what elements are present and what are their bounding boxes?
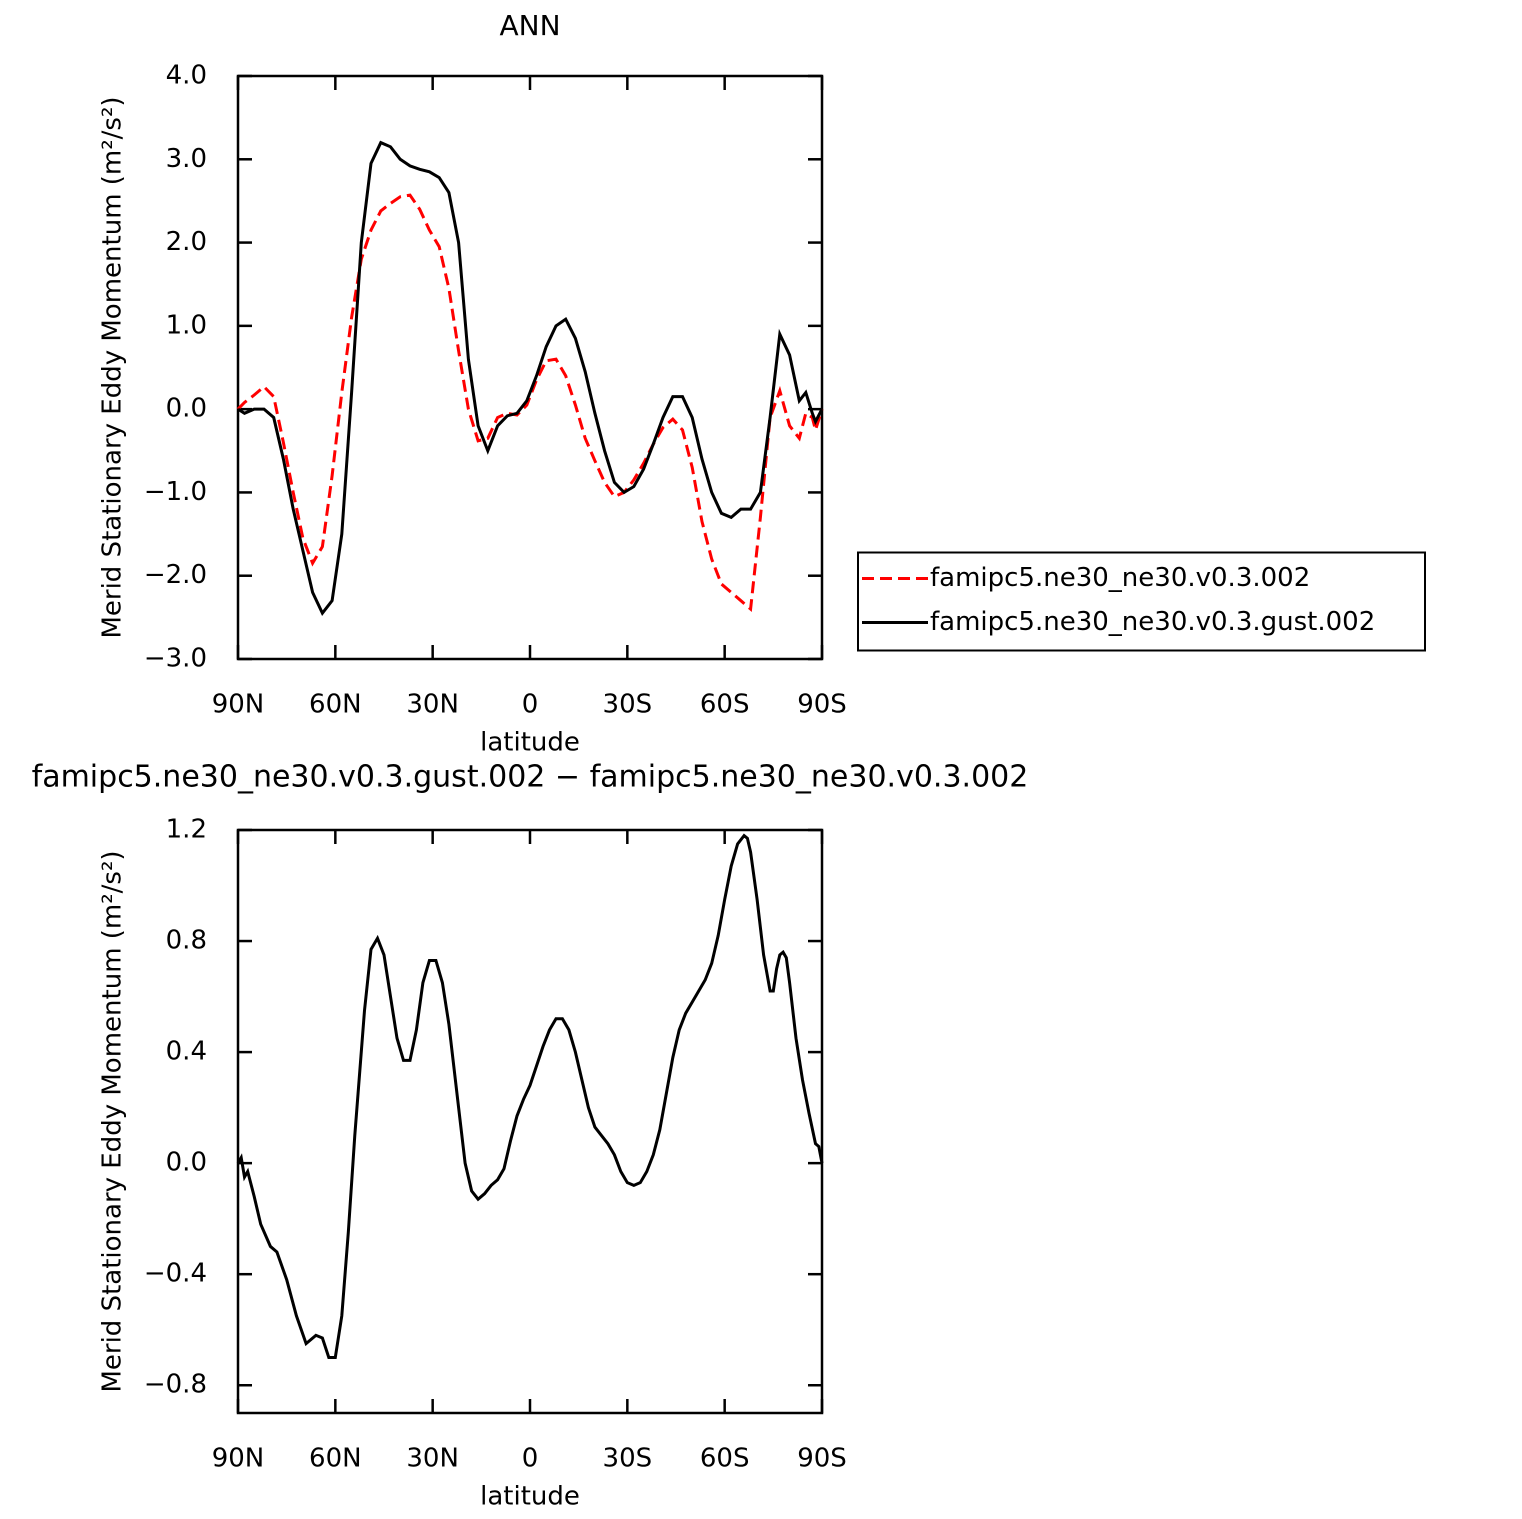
y-tick-label: −0.4 <box>144 1259 207 1289</box>
x-axis-label: latitude <box>480 728 580 758</box>
y-axis-label: Merid Stationary Eddy Momentum (m²/s²) <box>98 96 128 638</box>
legend-label: famipc5.ne30_ne30.v0.3.002 <box>930 563 1310 593</box>
x-tick-label: 30N <box>406 1444 459 1474</box>
data-line <box>236 193 824 612</box>
y-tick-label: −2.0 <box>144 560 207 590</box>
chart-title: famipc5.ne30_ne30.v0.3.gust.002 − famipc… <box>32 760 1029 795</box>
x-tick-label: 90S <box>797 690 847 720</box>
x-tick-label: 90N <box>212 690 265 720</box>
x-tick-label: 90N <box>212 1444 265 1474</box>
chart-title: ANN <box>499 9 560 42</box>
legend-box <box>857 551 1426 652</box>
plot-frame <box>236 74 824 661</box>
x-tick-label: 30S <box>603 690 653 720</box>
x-tick-label: 30S <box>603 1444 653 1474</box>
y-tick-label: 0.8 <box>166 926 207 956</box>
y-tick-label: 3.0 <box>166 144 207 174</box>
y-tick-label: 0.0 <box>166 394 207 424</box>
x-tick-label: 0 <box>522 690 539 720</box>
y-tick-label: −1.0 <box>144 477 207 507</box>
y-tick-label: 1.0 <box>166 310 207 340</box>
y-tick-label: 1.2 <box>166 815 207 845</box>
x-tick-label: 90S <box>797 1444 847 1474</box>
y-tick-label: 0.0 <box>166 1148 207 1178</box>
x-tick-label: 30N <box>406 690 459 720</box>
y-tick-label: 2.0 <box>166 227 207 257</box>
x-tick-label: 60S <box>700 690 750 720</box>
x-tick-label: 60S <box>700 1444 750 1474</box>
legend-label: famipc5.ne30_ne30.v0.3.gust.002 <box>930 607 1375 637</box>
y-tick-label: 0.4 <box>166 1037 207 1067</box>
x-tick-label: 60N <box>309 1444 362 1474</box>
y-tick-label: 4.0 <box>166 61 207 91</box>
y-tick-label: −3.0 <box>144 644 207 674</box>
y-axis-label: Merid Stationary Eddy Momentum (m²/s²) <box>98 850 128 1392</box>
x-tick-label: 60N <box>309 690 362 720</box>
data-line <box>237 140 824 617</box>
data-line <box>236 833 824 1359</box>
plot-frame <box>236 828 824 1415</box>
x-tick-label: 0 <box>522 1444 539 1474</box>
x-axis-label: latitude <box>480 1482 580 1512</box>
y-tick-label: −0.8 <box>144 1370 207 1400</box>
